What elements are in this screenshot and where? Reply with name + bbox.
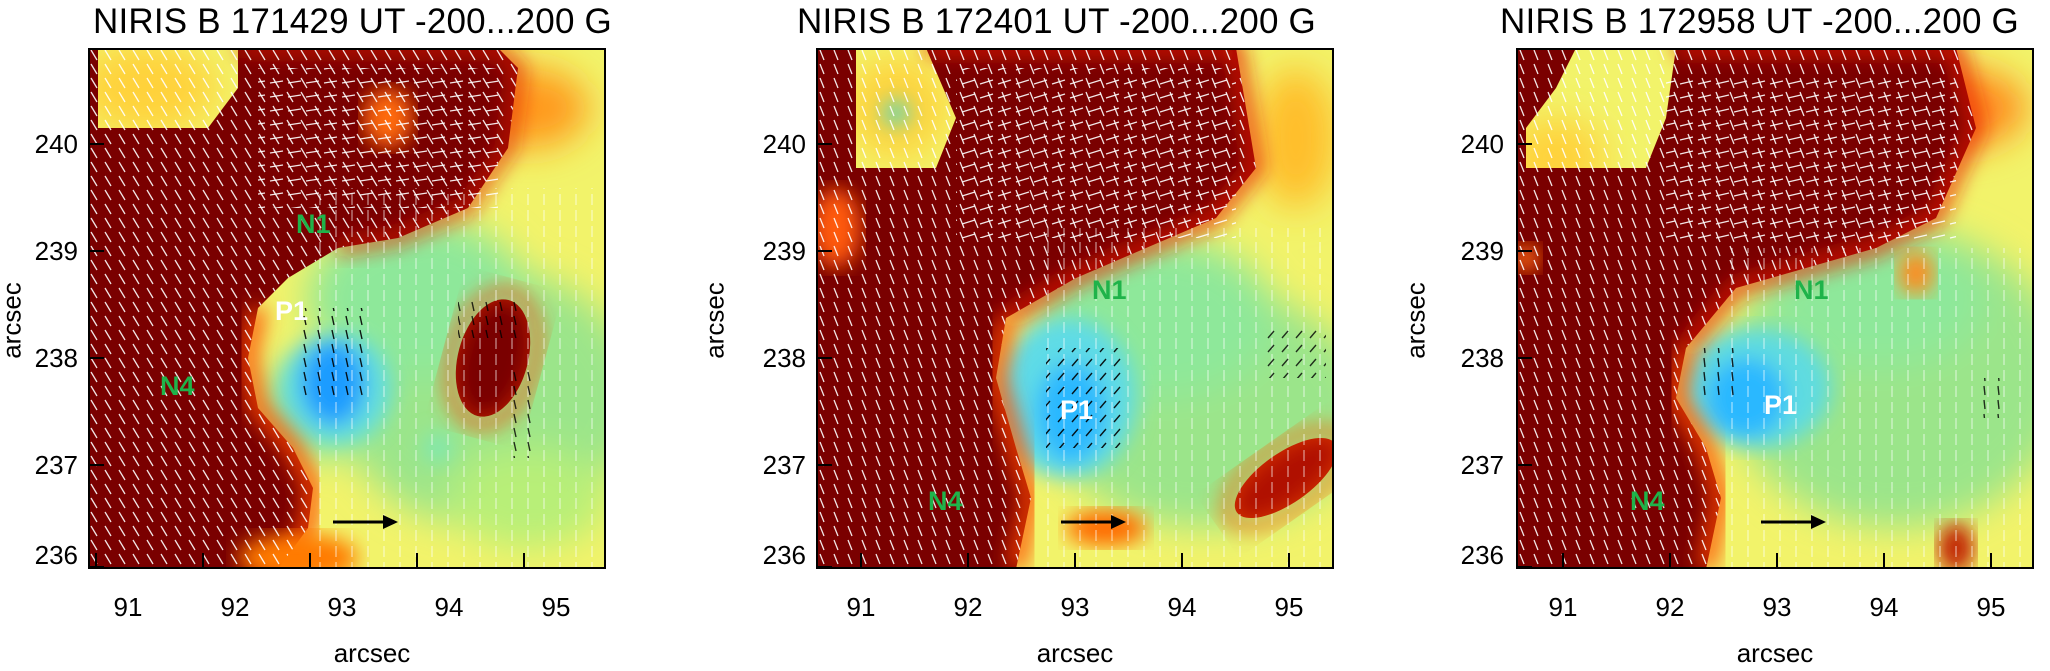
label-n4: N4 [928,486,963,516]
label-p1: P1 [1764,390,1798,420]
y-axis-label: arcsec [1400,282,1431,359]
xtick: 92 [1655,592,1685,622]
ytick: 236 [34,540,78,570]
panel-title: NIRIS B 172958 UT -200...200 G [1500,2,2019,41]
panel-1: NIRIS B 171429 UT -200...200 G [0,0,680,671]
label-n1: N1 [296,209,331,239]
panel-title: NIRIS B 171429 UT -200...200 G [93,2,612,41]
xtick: 93 [1762,592,1792,622]
xtick: 91 [846,592,876,622]
ytick: 238 [1460,343,1504,373]
ytick: 237 [1460,450,1504,480]
magnetogram-image [1516,48,2034,569]
panel-2: NIRIS B 172401 UT -200...200 G [699,0,1382,671]
ytick: 237 [762,450,806,480]
xtick: 92 [953,592,983,622]
label-n1: N1 [1092,275,1127,305]
xtick: 94 [1869,592,1899,622]
magnetogram-image [88,48,606,569]
xtick: 93 [327,592,357,622]
panel-3: NIRIS B 172958 UT -200...200 G [1400,0,2050,671]
magnetogram-map [88,48,606,569]
xtick: 95 [1976,592,2006,622]
ytick: 237 [34,450,78,480]
magnetogram-image [816,48,1334,569]
ytick: 239 [762,236,806,266]
ytick: 240 [34,129,78,159]
xtick: 91 [1548,592,1578,622]
ytick: 239 [34,236,78,266]
label-n4: N4 [1630,486,1665,516]
ytick: 236 [1460,540,1504,570]
x-axis-label: arcsec [1036,638,1114,668]
xtick: 95 [541,592,571,622]
xtick: 93 [1060,592,1090,622]
xtick: 92 [220,592,250,622]
magnetogram-map [816,48,1334,569]
x-axis-label: arcsec [333,638,411,668]
ytick: 239 [1460,236,1504,266]
ytick: 238 [34,343,78,373]
ytick: 236 [762,540,806,570]
label-n1: N1 [1794,275,1829,305]
panel-title: NIRIS B 172401 UT -200...200 G [797,2,1316,41]
xtick: 91 [113,592,143,622]
xtick: 94 [1167,592,1197,622]
label-p1: P1 [1060,395,1094,425]
ytick: 238 [762,343,806,373]
y-axis-label: arcsec [699,282,730,359]
ytick: 240 [762,129,806,159]
xtick: 94 [434,592,464,622]
label-p1: P1 [275,296,309,326]
x-axis-label: arcsec [1736,638,1814,668]
magnetogram-map [1516,48,2034,569]
label-n4: N4 [160,371,195,401]
xtick: 95 [1274,592,1304,622]
ytick: 240 [1460,129,1504,159]
y-axis-label: arcsec [0,282,27,359]
